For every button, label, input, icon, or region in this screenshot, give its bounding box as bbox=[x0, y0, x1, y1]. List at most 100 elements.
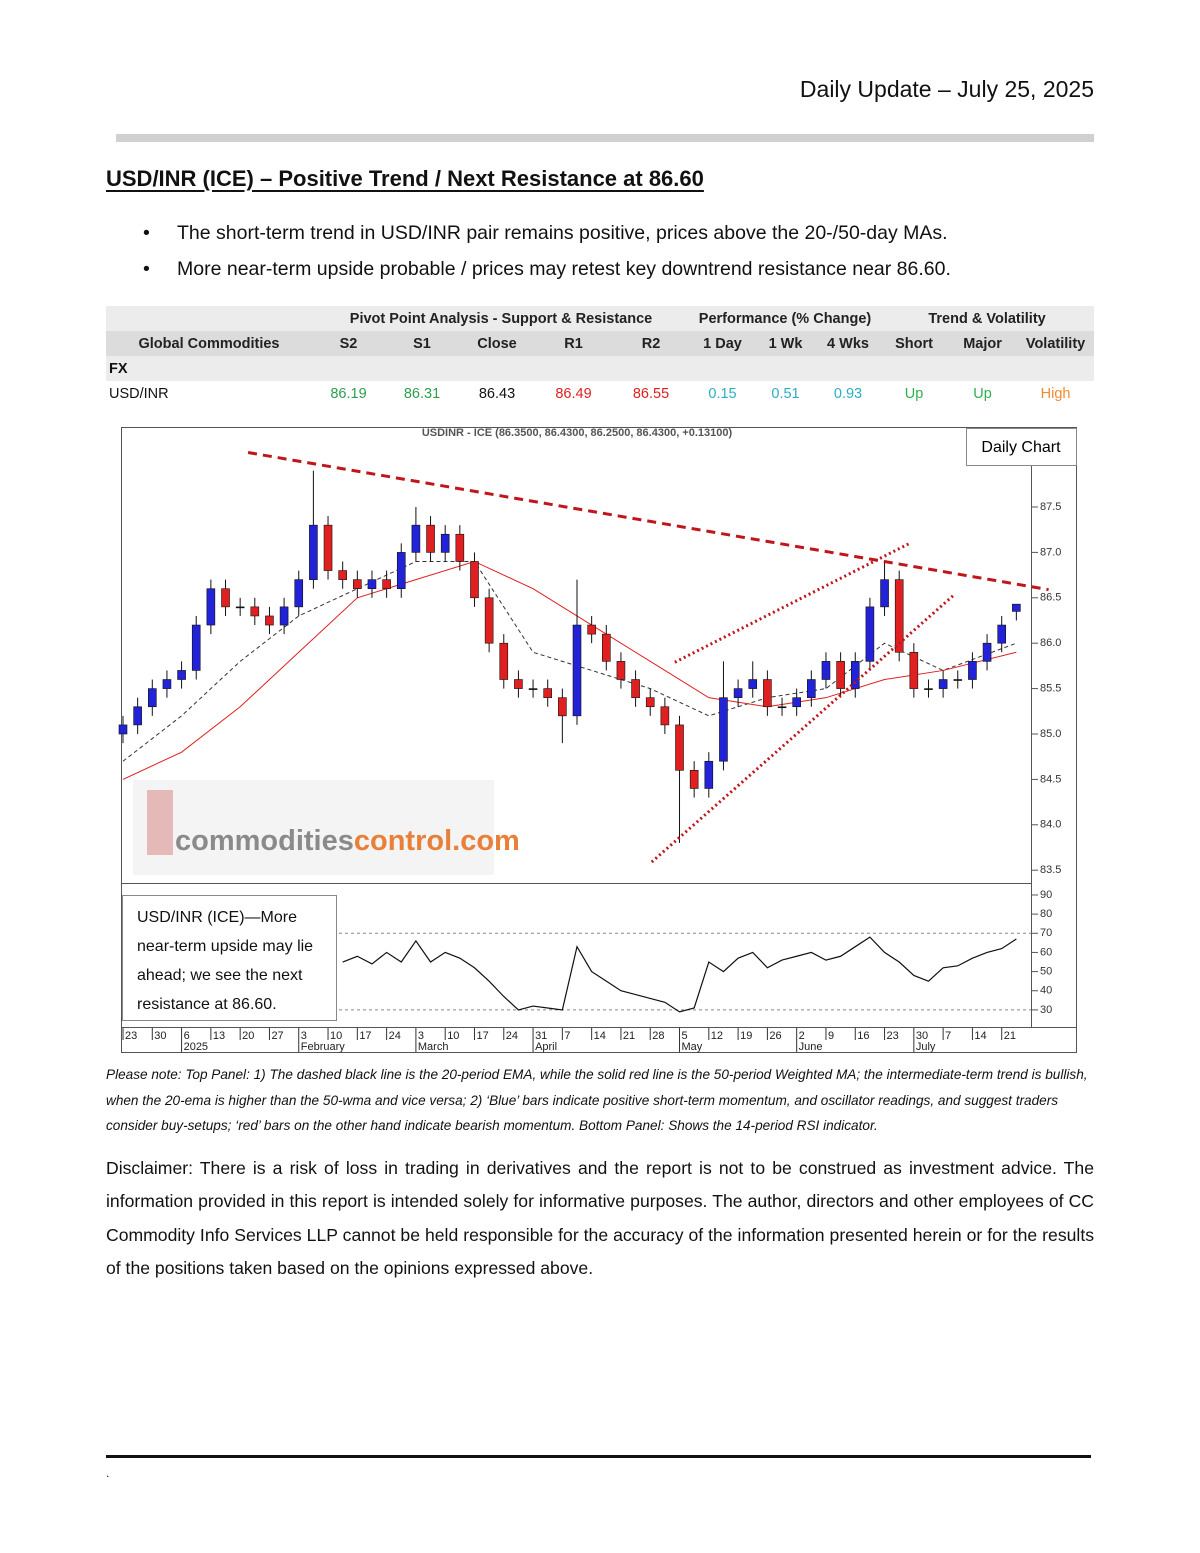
cell: 86.49 bbox=[555, 385, 592, 402]
x-sub-label: July bbox=[916, 1041, 936, 1053]
x-tick-label: 17 bbox=[359, 1030, 371, 1042]
y-tick-label: 85.0 bbox=[1040, 728, 1061, 740]
candle-body bbox=[558, 697, 567, 717]
candle-body bbox=[206, 588, 216, 626]
y-tick-label: 50 bbox=[1040, 965, 1052, 977]
column-header: Global Commodities bbox=[138, 335, 280, 352]
candle-body bbox=[894, 579, 904, 653]
x-tick-label: 10 bbox=[330, 1030, 342, 1042]
cell: 86.19 bbox=[330, 385, 367, 402]
x-tick-label: 23 bbox=[125, 1030, 137, 1042]
candle-body bbox=[572, 624, 582, 717]
candle-body bbox=[601, 633, 611, 662]
candle-body bbox=[499, 642, 509, 680]
x-tick-label: 5 bbox=[682, 1030, 688, 1042]
column-header: S2 bbox=[339, 335, 358, 352]
candle-body bbox=[821, 661, 831, 680]
group-header-row: Pivot Point Analysis - Support & Resista… bbox=[106, 306, 1095, 331]
y-tick-label: 86.5 bbox=[1040, 592, 1061, 604]
bullet-text: The short-term trend in USD/INR pair rem… bbox=[177, 222, 948, 244]
candle-body bbox=[484, 597, 494, 644]
candle-body bbox=[997, 624, 1007, 644]
column-header: Major bbox=[963, 335, 1002, 352]
y-tick-label: 80 bbox=[1040, 908, 1052, 920]
x-tick-label: 30 bbox=[916, 1030, 928, 1042]
candle-body bbox=[294, 579, 304, 608]
watermark: commoditiescontrol.com bbox=[175, 825, 520, 857]
x-tick-label: 3 bbox=[301, 1030, 307, 1042]
report-date: Daily Update – July 25, 2025 bbox=[799, 76, 1094, 102]
disclaimer: Disclaimer: There is a risk of loss in t… bbox=[106, 1158, 1094, 1279]
candle-body bbox=[177, 670, 186, 680]
candle-body bbox=[250, 606, 260, 617]
chart-note: Please note: Top Panel: 1) The dashed bl… bbox=[106, 1067, 1088, 1133]
cell: 86.43 bbox=[478, 385, 516, 402]
chart-title: USDINR - ICE (86.3500, 86.4300, 86.2500,… bbox=[422, 427, 733, 439]
candle-body bbox=[792, 697, 801, 708]
candle-body bbox=[719, 697, 728, 762]
x-tick-label: 12 bbox=[711, 1030, 723, 1042]
x-tick-label: 14 bbox=[974, 1030, 986, 1042]
candle-body bbox=[924, 688, 933, 690]
candle-body bbox=[455, 533, 465, 562]
x-tick-label: 7 bbox=[945, 1030, 951, 1042]
rsi-annotation: USD/INR (ICE)—More near-term upside may … bbox=[122, 895, 337, 1021]
candle-body bbox=[470, 561, 479, 599]
footer-line bbox=[106, 1455, 1091, 1458]
cell: 86.31 bbox=[403, 385, 441, 402]
x-tick-label: 14 bbox=[594, 1030, 606, 1042]
candle-body bbox=[968, 661, 977, 680]
chart-label: Daily Chart bbox=[981, 439, 1061, 456]
bullet-text: More near-term upside probable / prices … bbox=[177, 258, 951, 280]
candle-body bbox=[836, 661, 845, 689]
y-tick-label: 85.5 bbox=[1040, 683, 1061, 695]
candle-body bbox=[850, 661, 860, 689]
candle-body bbox=[323, 524, 333, 571]
candle-body bbox=[147, 688, 157, 708]
candle-body bbox=[704, 760, 714, 789]
column-header: R1 bbox=[564, 335, 583, 352]
watermark-box bbox=[133, 780, 494, 875]
y-tick-label: 40 bbox=[1040, 985, 1052, 997]
cell: 86.55 bbox=[632, 385, 670, 402]
x-tick-label: 21 bbox=[1004, 1030, 1016, 1042]
candle-body bbox=[675, 724, 684, 771]
candle-body bbox=[440, 533, 450, 553]
x-tick-label: 26 bbox=[769, 1030, 781, 1042]
x-sub-label: 2025 bbox=[184, 1041, 208, 1053]
data-row: USD/INR 86.19 86.31 86.43 86.49 86.55 0.… bbox=[106, 381, 1094, 406]
candle-body bbox=[338, 570, 347, 580]
cell: Up bbox=[973, 385, 992, 402]
y-tick-label: 83.5 bbox=[1040, 864, 1061, 876]
candle-body bbox=[953, 679, 963, 681]
section-row: FX bbox=[106, 356, 1095, 381]
column-header: R2 bbox=[641, 335, 661, 352]
group-header: Performance (% Change) bbox=[698, 310, 872, 327]
y-tick-label: 86.0 bbox=[1040, 637, 1061, 649]
cell: USD/INR bbox=[109, 385, 169, 402]
column-header: 1 Day bbox=[703, 335, 742, 352]
candle-body bbox=[543, 688, 553, 698]
candle-body bbox=[309, 524, 318, 580]
candle-body bbox=[587, 624, 596, 635]
column-header: Short bbox=[895, 335, 933, 352]
cell: High bbox=[1040, 385, 1071, 402]
candle-body bbox=[528, 688, 538, 690]
x-tick-label: 3 bbox=[418, 1030, 424, 1042]
candle-body bbox=[938, 679, 948, 689]
candle-body bbox=[235, 606, 245, 609]
x-tick-label: 2 bbox=[799, 1030, 805, 1042]
x-tick-label: 20 bbox=[242, 1030, 254, 1042]
rsi-line bbox=[342, 936, 1017, 1013]
y-tick-label: 84.5 bbox=[1040, 773, 1061, 785]
x-tick-label: 10 bbox=[447, 1030, 459, 1042]
column-header: 4 Wks bbox=[827, 335, 869, 352]
candle-body bbox=[733, 688, 743, 698]
trendline bbox=[247, 451, 1049, 592]
watermark-part: commodities bbox=[175, 825, 354, 857]
x-tick-label: 16 bbox=[857, 1030, 869, 1042]
candle-body bbox=[689, 770, 699, 789]
candle-body bbox=[982, 642, 992, 662]
bullet: • More near-term upside probable / prices… bbox=[143, 258, 951, 280]
